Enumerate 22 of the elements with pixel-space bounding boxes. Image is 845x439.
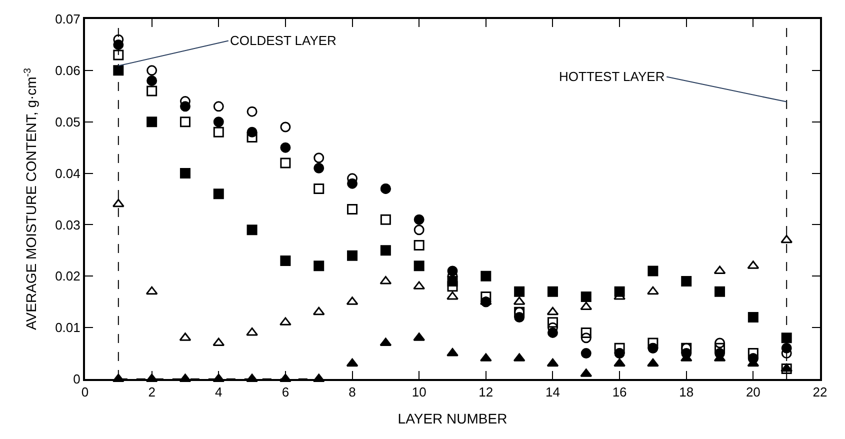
ref-line-label: COLDEST LAYER [230,33,336,48]
y-tick-label: 0.04 [55,166,80,181]
x-tick-label: 22 [812,384,828,400]
x-tick-label: 16 [612,384,627,400]
y-tick-label: 0.01 [55,320,80,336]
x-tick-label: 20 [746,384,760,400]
x-tick-label: 12 [478,384,494,400]
y-tick-label: 0.06 [55,62,80,78]
y-tick-label: 0.03 [55,217,80,232]
ref-line-label: HOTTEST LAYER [559,69,665,84]
x-tick-label: 10 [412,384,426,400]
y-tick-label: 0 [73,372,80,387]
y-tick-label: 0.02 [55,268,80,284]
x-axis-title: LAYER NUMBER [398,410,508,426]
x-tick-label: 8 [348,384,356,400]
x-tick-label: 14 [545,384,560,400]
y-tick-label: 0.05 [55,114,80,130]
y-tick-label: 0.07 [55,12,80,27]
x-tick-label: 4 [215,384,222,400]
x-tick-label: 18 [679,384,694,400]
x-tick-label: 6 [282,384,290,400]
x-tick-label: 2 [148,384,156,400]
